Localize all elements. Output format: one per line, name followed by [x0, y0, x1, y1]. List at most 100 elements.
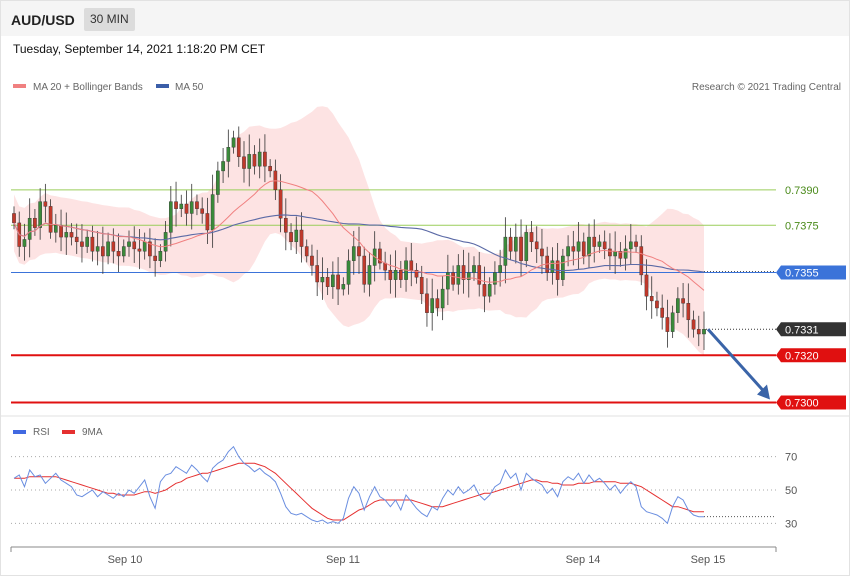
candle-body	[639, 246, 644, 276]
candle-body	[451, 272, 455, 285]
x-tick-label: Sep 11	[326, 554, 360, 566]
candle-body	[508, 236, 513, 252]
candle-body	[613, 251, 617, 257]
candle-body	[216, 170, 220, 195]
rsi-pane: 70 50 30	[11, 445, 797, 530]
level-label-0.7320: 0.7320	[785, 350, 819, 362]
candle-body	[362, 255, 367, 285]
symbol-title: AUD/USD	[11, 12, 75, 28]
candle-body	[681, 298, 685, 304]
candle-body	[294, 229, 299, 243]
candle-body	[409, 260, 414, 271]
candle-body	[576, 241, 581, 252]
candle-body	[69, 232, 74, 238]
candle-body	[440, 288, 445, 309]
candle-body	[283, 217, 288, 233]
rsi-tick-label: 50	[785, 485, 797, 497]
candle-body	[513, 236, 518, 252]
candle-body	[472, 265, 476, 273]
candle-body	[205, 213, 210, 231]
candle-body	[696, 329, 701, 335]
candle-body	[466, 272, 471, 280]
candle-body	[200, 208, 205, 214]
candle-body	[618, 251, 623, 259]
candle-body	[414, 269, 419, 278]
candle-body	[367, 265, 372, 285]
candle-body	[304, 246, 309, 257]
rsi-legend-label: RSI	[33, 427, 50, 438]
rsi-legend-swatch	[13, 430, 26, 434]
x-tick-labels: Sep 10 Sep 11 Sep 14 Sep 15	[108, 554, 726, 566]
candle-body	[116, 251, 121, 257]
candle-body	[210, 194, 215, 231]
candle-body	[247, 154, 252, 169]
copyright: Research © 2021 Trading Central	[692, 82, 841, 93]
candle-body	[503, 236, 508, 266]
candle-body	[64, 232, 69, 238]
candle-body	[487, 284, 492, 297]
candle-body	[665, 317, 670, 332]
candle-body	[628, 241, 633, 250]
rsi-ma-line	[14, 462, 704, 521]
candle-body	[461, 265, 466, 280]
candle-body	[325, 277, 330, 287]
candle-body	[33, 217, 37, 228]
candle-body	[581, 241, 586, 257]
ma20-legend-label: MA 20 + Bollinger Bands	[33, 82, 143, 93]
candle-body	[691, 319, 696, 330]
level-label-0.7331: 0.7331	[785, 324, 819, 336]
candle-body	[660, 307, 665, 318]
candle-body	[702, 329, 706, 335]
candle-body	[80, 241, 84, 247]
moving-averages	[13, 180, 705, 291]
candle-body	[378, 248, 382, 264]
candle-body	[27, 217, 32, 240]
ma50-legend-label: MA 50	[175, 82, 204, 93]
candle-body	[226, 147, 231, 162]
candle-body	[22, 239, 27, 247]
arrow-head	[757, 384, 770, 400]
candle-body	[571, 246, 576, 252]
candle-body	[148, 241, 152, 257]
rsi-line	[13, 445, 704, 525]
candle-body	[670, 312, 675, 332]
candle-body	[419, 277, 424, 295]
candle-body	[566, 246, 570, 257]
candle-body	[90, 236, 95, 252]
candle-body	[435, 298, 440, 309]
x-tick-label: Sep 14	[566, 554, 601, 566]
candle-body	[53, 225, 58, 233]
candle-body	[252, 154, 257, 167]
candle-body	[12, 213, 16, 224]
candle-body	[174, 201, 178, 209]
candle-body	[587, 236, 591, 257]
x-tick-label: Sep 15	[691, 554, 726, 566]
candle-body	[163, 232, 168, 252]
arrow-shaft	[706, 328, 767, 394]
candle-body	[534, 241, 539, 250]
candle-body	[357, 246, 361, 257]
candle-body	[127, 241, 131, 247]
candle-body	[236, 137, 241, 157]
candle-body	[263, 151, 267, 167]
timeframe-badge[interactable]: 30 MIN	[84, 8, 135, 31]
candle-body	[289, 232, 293, 243]
candle-body	[561, 255, 565, 280]
level-label-0.7300: 0.7300	[785, 398, 819, 410]
candle-body	[430, 298, 435, 313]
candle-body	[299, 229, 304, 247]
candle-body	[456, 265, 461, 285]
candle-body	[398, 269, 403, 280]
candle-body	[524, 232, 529, 261]
candle-body	[106, 241, 110, 257]
x-tick-label: Sep 10	[108, 554, 143, 566]
candle-body	[278, 189, 283, 219]
candle-body	[320, 277, 325, 283]
candle-body	[477, 265, 482, 285]
candle-body	[602, 241, 607, 250]
candle-body	[231, 137, 236, 148]
candle-body	[331, 274, 335, 287]
candle-body	[592, 236, 597, 247]
candle-body	[393, 269, 398, 280]
